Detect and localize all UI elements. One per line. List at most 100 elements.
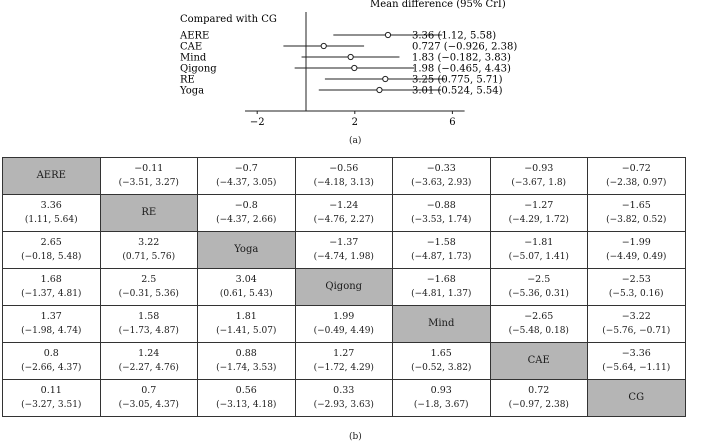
comparison-cell: 0.8 (−2.66, 4.37) (2, 342, 101, 380)
league-table: AERE −0.11 (−3.51, 3.27) −0.7 (−4.37, 3.05) −… (2, 157, 686, 417)
credible-interval: (−1.73, 4.87) (118, 326, 179, 336)
credible-interval: (−3.82, 0.52) (606, 215, 667, 225)
treatment-cell: Yoga (197, 231, 296, 269)
treatment-label: Yoga (234, 244, 259, 255)
comparison-cell: 3.04 (0.61, 5.43) (197, 268, 296, 306)
comparison-cell: 3.22 (0.71, 5.76) (99, 231, 198, 269)
credible-interval: (−2.66, 4.37) (21, 363, 82, 373)
comparison-cell: −2.53 (−5.3, 0.16) (587, 268, 686, 306)
credible-interval: (−3.05, 4.37) (118, 400, 179, 410)
credible-interval: (−0.97, 2.38) (508, 400, 569, 410)
mean-difference: 1.27 (333, 348, 355, 359)
point-estimate (384, 31, 392, 39)
credible-interval: (−3.27, 3.51) (21, 400, 82, 410)
credible-interval: (−4.49, 0.49) (606, 252, 667, 262)
credible-interval: (−5.36, 0.31) (508, 289, 569, 299)
mean-difference: −1.65 (621, 200, 651, 211)
comparison-cell: 1.24 (−2.27, 4.76) (99, 342, 198, 380)
credible-interval: (−4.76, 2.27) (313, 215, 374, 225)
comparison-cell: −3.22 (−5.76, −0.71) (587, 305, 686, 343)
forest-row-label: Qigong (180, 64, 217, 75)
treatment-cell: CAE (489, 342, 588, 380)
comparison-cell: −1.65 (−3.82, 0.52) (587, 194, 686, 232)
forest-row-label: AERE (179, 31, 209, 42)
treatment-cell: Qigong (294, 268, 393, 306)
league-row: AERE −0.11 (−3.51, 3.27) −0.7 (−4.37, 3.05) −… (2, 157, 686, 195)
treatment-label: Mind (428, 318, 455, 329)
forest-group-label: Compared with CG (180, 14, 277, 25)
point-estimate (347, 53, 354, 61)
credible-interval: (−0.31, 5.36) (118, 289, 179, 299)
credible-interval: (−4.74, 1.98) (313, 252, 374, 262)
comparison-cell: −1.99 (−4.49, 0.49) (587, 231, 686, 269)
mean-difference: 0.56 (235, 385, 257, 396)
credible-interval: (−5.76, −0.71) (602, 326, 671, 336)
comparison-cell: 2.65 (−0.18, 5.48) (2, 231, 101, 269)
treatment-label: Qigong (325, 281, 363, 292)
comparison-cell: 0.33 (−2.93, 3.63) (294, 379, 393, 417)
mean-difference: 3.36 (40, 200, 62, 211)
mean-difference: 3.04 (235, 274, 257, 285)
credible-interval: (−1.37, 4.81) (21, 289, 82, 299)
mean-difference: 1.68 (40, 274, 62, 285)
mean-difference: −0.8 (234, 200, 258, 211)
league-row: 0.11 (−3.27, 3.51) 0.7 (−3.05, 4.37) 0.56 (−3… (2, 379, 686, 417)
estimate-text: 3.01 (0.524, 5.54) (412, 86, 503, 97)
comparison-cell: −0.72 (−2.38, 0.97) (587, 157, 686, 195)
comparison-cell: −1.58 (−4.87, 1.73) (392, 231, 491, 269)
mean-difference: −1.27 (524, 200, 554, 211)
comparison-cell: −0.11 (−3.51, 3.27) (99, 157, 198, 195)
point-estimate (376, 86, 383, 94)
mean-difference: −1.58 (426, 237, 456, 248)
comparison-cell: 1.68 (−1.37, 4.81) (2, 268, 101, 306)
mean-difference: 3.22 (138, 237, 160, 248)
credible-interval: (−1.74, 3.53) (216, 363, 277, 373)
point-estimate (320, 42, 327, 50)
treatment-label: CG (628, 392, 645, 403)
mean-difference: −1.24 (329, 200, 359, 211)
comparison-cell: 0.7 (−3.05, 4.37) (99, 379, 198, 417)
mean-difference: −0.93 (524, 163, 554, 174)
comparison-cell: 1.37 (−1.98, 4.74) (2, 305, 101, 343)
comparison-cell: −0.33 (−3.63, 2.93) (392, 157, 491, 195)
credible-interval: (−3.51, 3.27) (118, 178, 179, 188)
estimate-text: 3.36 (1.12, 5.58) (412, 31, 496, 42)
comparison-cell: 0.11 (−3.27, 3.51) (2, 379, 101, 417)
mean-difference: −3.36 (621, 348, 651, 359)
mean-difference: −3.22 (621, 311, 651, 322)
mean-difference: 0.7 (141, 385, 157, 396)
mean-difference: −1.81 (524, 237, 554, 248)
league-row: 1.37 (−1.98, 4.74) 1.58 (−1.73, 4.87) 1.81 (−… (2, 305, 686, 343)
credible-interval: (−3.63, 2.93) (411, 178, 472, 188)
comparison-cell: −0.8 (−4.37, 2.66) (197, 194, 296, 232)
credible-interval: (−4.29, 1.72) (508, 215, 569, 225)
comparison-cell: 1.27 (−1.72, 4.29) (294, 342, 393, 380)
credible-interval: (−1.98, 4.74) (21, 326, 82, 336)
estimate-text: 3.25 (0.775, 5.71) (412, 75, 503, 86)
mean-difference: 1.24 (138, 348, 160, 359)
comparison-cell: −1.68 (−4.81, 1.37) (392, 268, 491, 306)
x-tick-label: 2 (352, 117, 358, 128)
comparison-cell: −1.27 (−4.29, 1.72) (489, 194, 588, 232)
mean-difference: 0.11 (40, 385, 62, 396)
mean-difference: −0.88 (426, 200, 456, 211)
panel-b-caption: (b) (349, 432, 362, 442)
credible-interval: (−0.52, 3.82) (411, 363, 472, 373)
mean-difference: −2.65 (524, 311, 554, 322)
point-estimate (351, 64, 358, 72)
mean-difference: −0.7 (234, 163, 258, 174)
comparison-cell: −2.65 (−5.48, 0.18) (489, 305, 588, 343)
mean-difference: 0.93 (430, 385, 452, 396)
treatment-label: RE (141, 207, 157, 218)
mean-difference: 0.88 (235, 348, 257, 359)
comparison-cell: −1.81 (−5.07, 1.41) (489, 231, 588, 269)
mean-difference: −0.33 (426, 163, 456, 174)
treatment-cell: Mind (392, 305, 491, 343)
forest-row-label: RE (180, 75, 195, 86)
credible-interval: (−4.37, 2.66) (216, 215, 277, 225)
mean-difference: −0.11 (134, 163, 164, 174)
comparison-cell: 0.88 (−1.74, 3.53) (197, 342, 296, 380)
mean-difference: 1.58 (138, 311, 160, 322)
league-row: 2.65 (−0.18, 5.48) 3.22 (0.71, 5.76) Yoga −1.… (2, 231, 686, 269)
estimate-text: 1.98 (−0.465, 4.43) (412, 64, 511, 75)
